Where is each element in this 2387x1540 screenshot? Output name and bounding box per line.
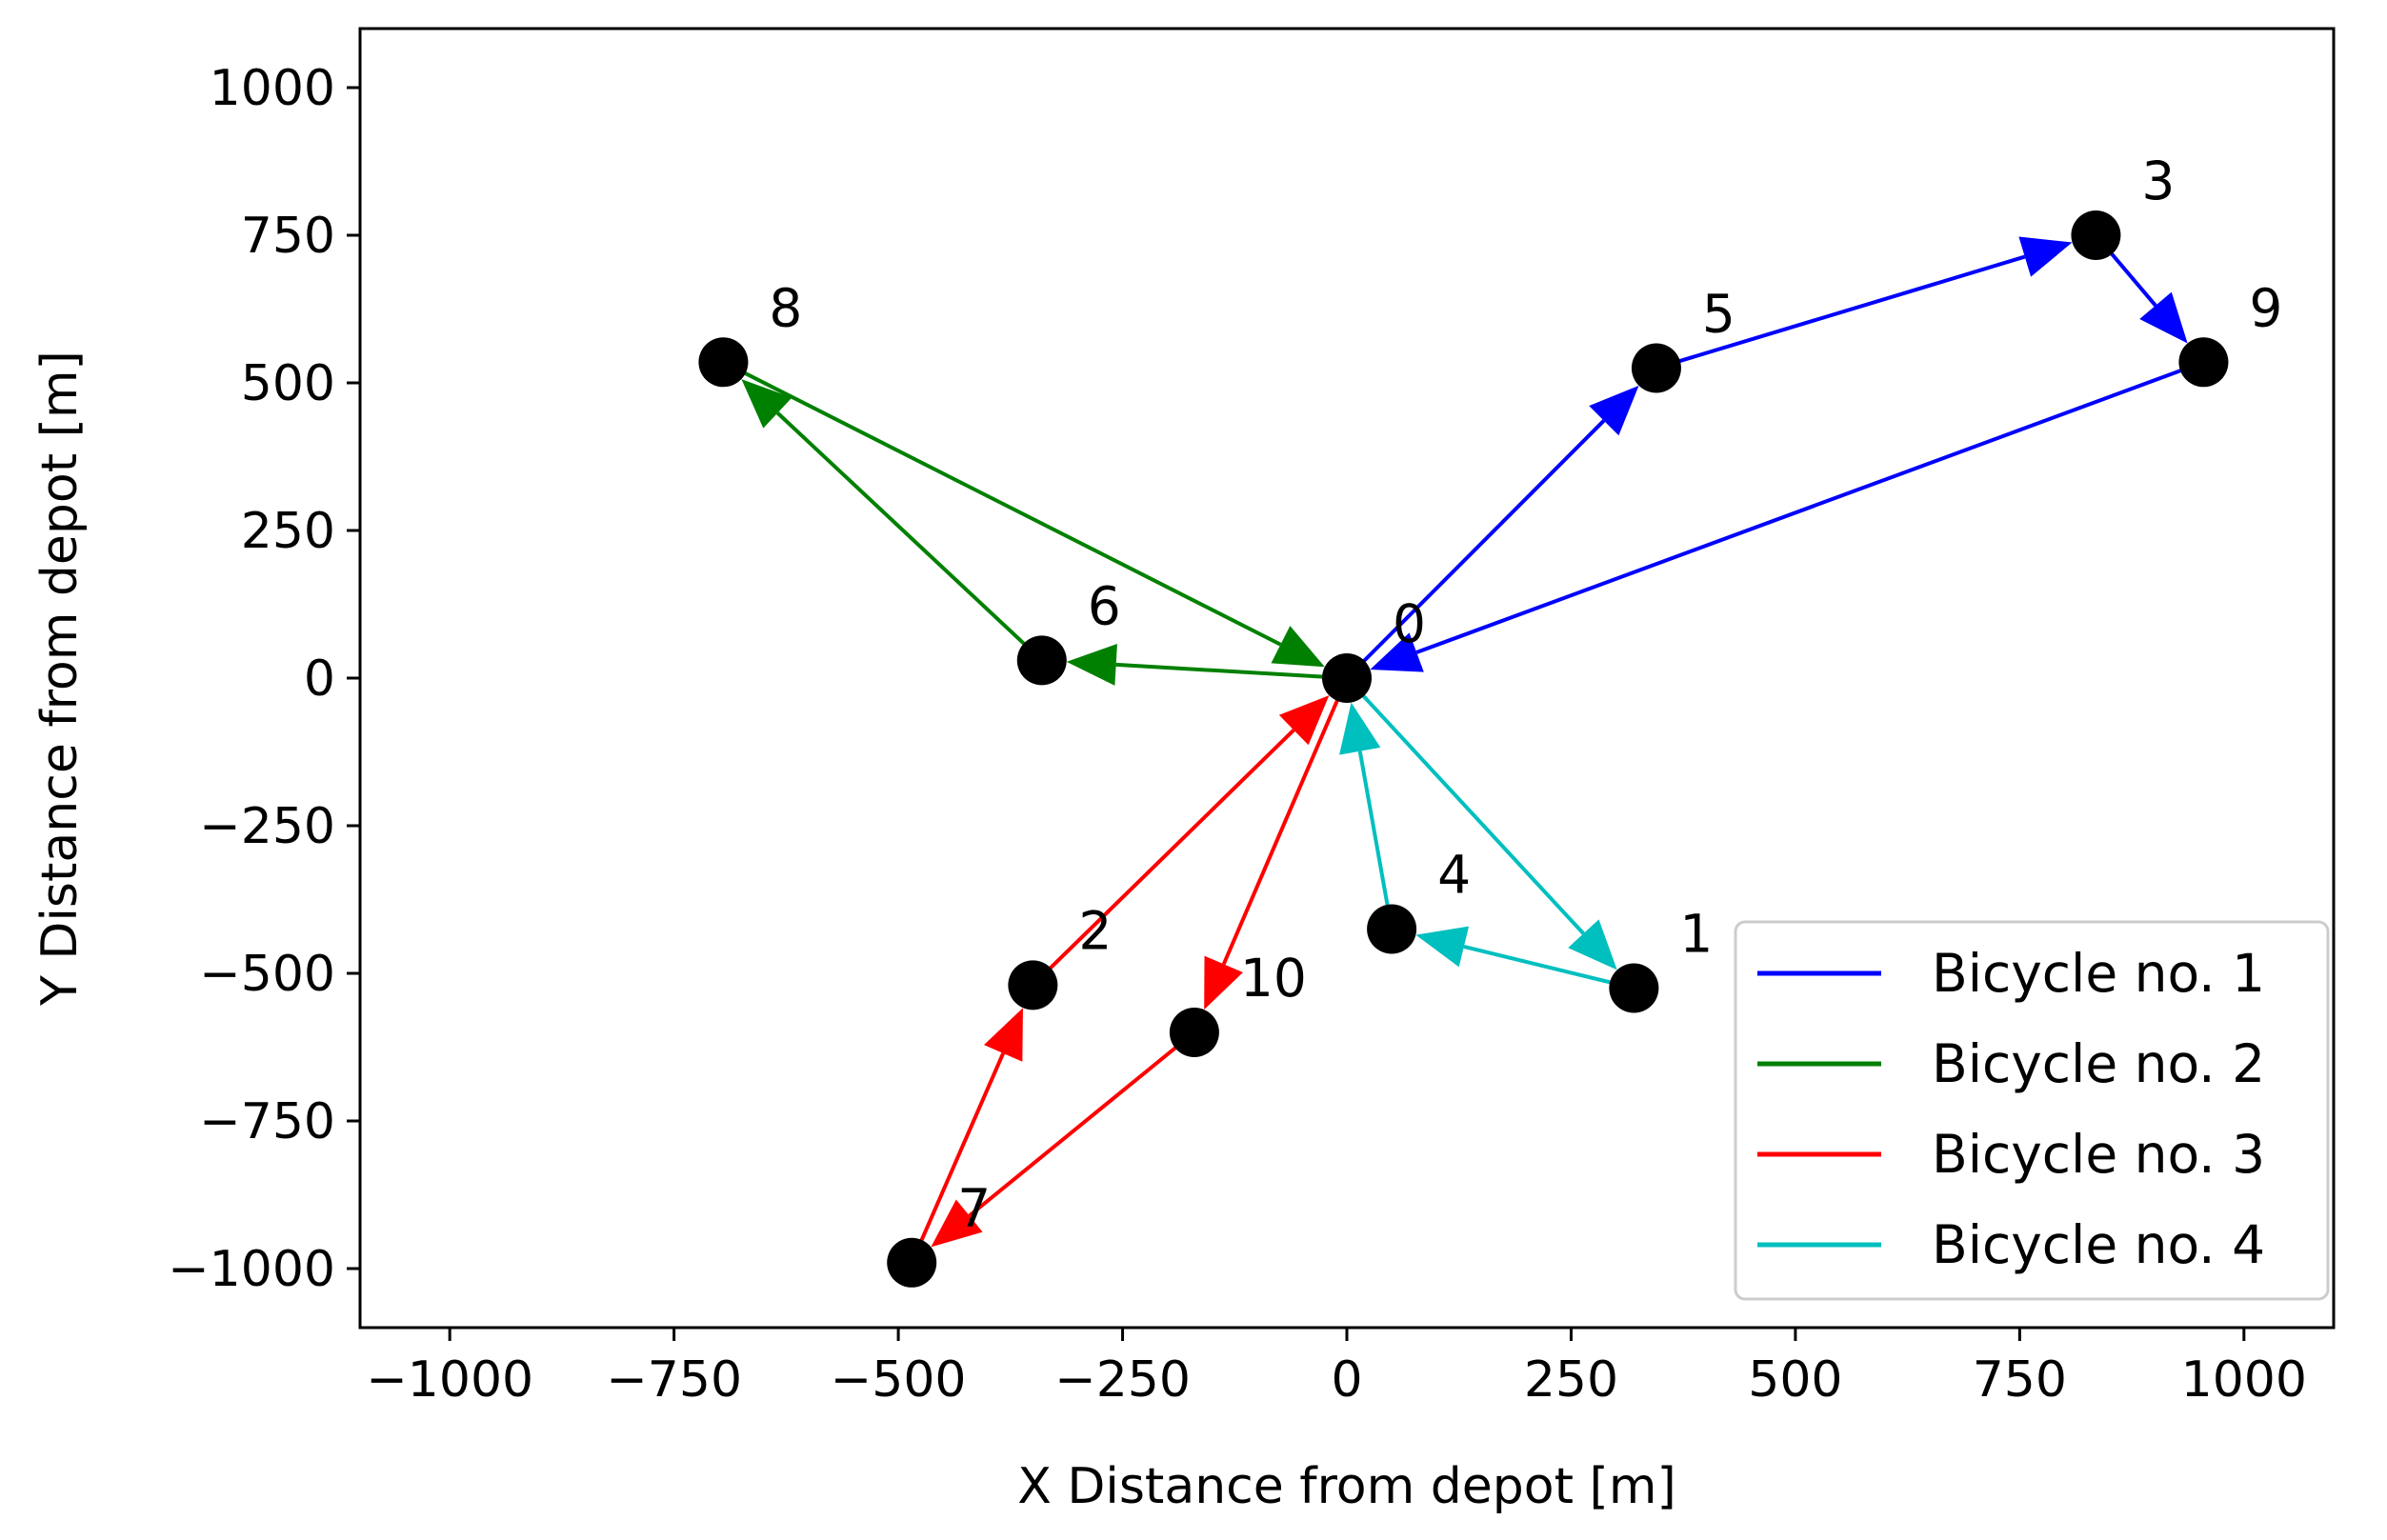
legend-label: Bicycle no. 3 xyxy=(1932,1124,2265,1185)
route-segment xyxy=(910,1052,1006,1264)
route-segment xyxy=(1345,419,1606,680)
route-arrowhead xyxy=(1370,632,1424,672)
route-arrowhead xyxy=(741,379,792,429)
node-label-7: 7 xyxy=(957,1178,991,1239)
y-axis-title: Y Distance from depot [m] xyxy=(31,350,89,1007)
legend-box xyxy=(1734,920,2330,1301)
node-point-4 xyxy=(1367,904,1417,954)
route-bicycle-2 xyxy=(722,360,1348,686)
route-segment xyxy=(1415,360,2205,654)
route-arrowhead xyxy=(2139,291,2188,344)
x-tick-label: −500 xyxy=(831,1351,967,1409)
node-label-8: 8 xyxy=(769,277,802,338)
route-bicycle-4 xyxy=(1339,676,1635,990)
route-segment xyxy=(1221,677,1349,966)
node-label-1: 1 xyxy=(1679,904,1713,965)
legend: Bicycle no. 1 Bicycle no. 2 Bicycle no. 3 B… xyxy=(1734,920,2330,1301)
route-segment xyxy=(1655,254,2026,370)
x-tick-label: −250 xyxy=(1054,1351,1191,1409)
node-point-7 xyxy=(887,1237,937,1288)
route-arrowhead xyxy=(1339,702,1381,755)
node-label-3: 3 xyxy=(2141,150,2175,211)
y-tick-label: 250 xyxy=(241,503,335,560)
node-point-0 xyxy=(1322,653,1372,703)
route-arrowhead xyxy=(1568,919,1617,970)
x-tick-label: 750 xyxy=(1973,1351,2067,1409)
x-tick-label: 250 xyxy=(1524,1351,1618,1409)
legend-label: Bicycle no. 1 xyxy=(1932,943,2265,1004)
x-tick-label: 1000 xyxy=(2181,1351,2307,1409)
node-label-4: 4 xyxy=(1437,845,1471,906)
y-tick-label: 500 xyxy=(241,355,335,412)
y-tick-label: 750 xyxy=(241,208,335,265)
node-point-6 xyxy=(1016,635,1067,686)
route-segment xyxy=(1357,750,1394,930)
y-tick-label: −1000 xyxy=(168,1241,335,1298)
route-arrowhead xyxy=(1415,926,1470,968)
node-point-10 xyxy=(1169,1008,1219,1057)
y-tick-label: 1000 xyxy=(210,60,335,117)
y-tick-label: 0 xyxy=(304,650,335,708)
node-label-9: 9 xyxy=(2249,277,2282,338)
node-label-10: 10 xyxy=(1240,948,1307,1009)
legend-label: Bicycle no. 4 xyxy=(1932,1214,2265,1275)
route-nodes xyxy=(698,210,2229,1288)
route-segment xyxy=(776,411,1044,662)
node-point-2 xyxy=(1008,960,1058,1010)
route-segment xyxy=(1345,676,1585,935)
route-segment xyxy=(1115,662,1348,680)
route-segment xyxy=(1031,729,1295,987)
route-segment xyxy=(1463,945,1635,990)
route-arrowhead xyxy=(2018,236,2073,277)
route-arrowhead xyxy=(984,1008,1023,1062)
route-arrowhead xyxy=(1278,695,1330,746)
x-tick-label: −750 xyxy=(606,1351,742,1409)
node-label-0: 0 xyxy=(1393,593,1426,654)
legend-label: Bicycle no. 2 xyxy=(1932,1033,2265,1094)
x-tick-label: 0 xyxy=(1331,1351,1362,1409)
node-point-1 xyxy=(1609,963,1659,1013)
node-point-8 xyxy=(698,337,749,388)
route-bicycle-3 xyxy=(910,677,1349,1264)
y-tick-label: −500 xyxy=(199,946,335,1003)
route-arrowhead xyxy=(1204,955,1243,1010)
node-point-9 xyxy=(2178,337,2229,388)
route-arrowhead xyxy=(1589,385,1639,436)
node-label-6: 6 xyxy=(1088,575,1121,636)
axis-ticks: −1000 −750 −500 −250 0 250 500 750 1000100075050… xyxy=(168,60,2307,1409)
route-arrowhead xyxy=(931,1199,983,1248)
route-segment xyxy=(968,1030,1196,1218)
y-tick-label: −250 xyxy=(199,798,335,855)
node-label-5: 5 xyxy=(1702,284,1735,345)
node-point-5 xyxy=(1631,343,1681,393)
x-tick-label: 500 xyxy=(1748,1351,1842,1409)
route-arrowhead xyxy=(1271,626,1325,668)
route-segment xyxy=(722,360,1282,647)
node-label-2: 2 xyxy=(1078,900,1112,961)
plot-frame xyxy=(358,27,2336,1330)
route-arrowhead xyxy=(1066,643,1117,686)
route-bicycle-1 xyxy=(1345,233,2205,680)
x-axis-title: X Distance from depot [m] xyxy=(1017,1458,1676,1515)
x-tick-label: −1000 xyxy=(366,1351,533,1409)
route-arrows xyxy=(722,233,2205,1264)
y-tick-label: −750 xyxy=(199,1093,335,1150)
node-point-3 xyxy=(2071,210,2121,260)
node-labels: 0 1 2 3 4 5 6 7 8 9 10 xyxy=(769,150,2282,1239)
